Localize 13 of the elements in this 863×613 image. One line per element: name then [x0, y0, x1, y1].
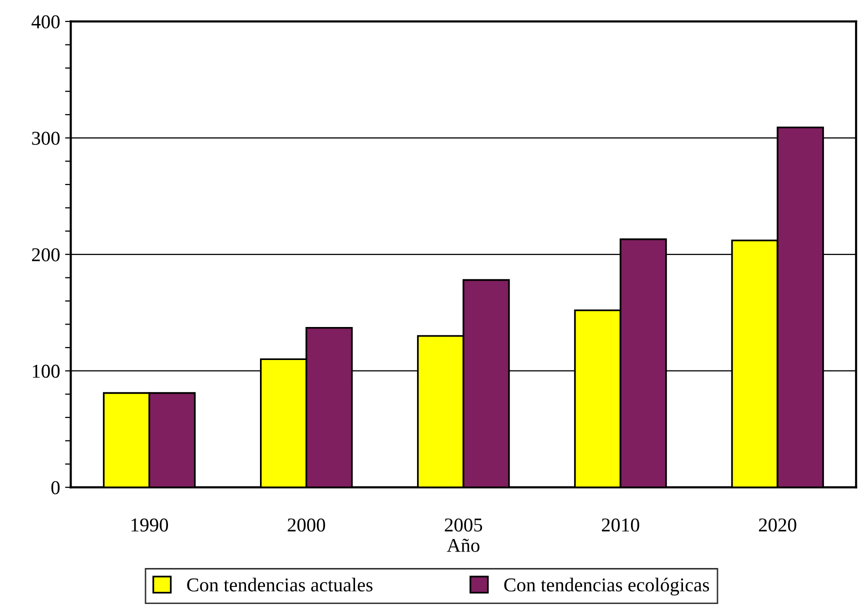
x-tick-label: 2010 — [602, 518, 640, 532]
y-tick-label: 400 — [32, 15, 60, 28]
legend-label: Con tendencias actuales — [187, 578, 372, 592]
y-tick-label: 0 — [51, 481, 60, 494]
x-tick-label: 2005 — [444, 518, 482, 532]
y-tick-label: 300 — [32, 132, 60, 145]
x-tick-label: 2020 — [758, 518, 796, 532]
x-axis-title: Año — [446, 538, 480, 552]
x-tick-label: 2000 — [288, 518, 326, 532]
y-tick-label: 200 — [32, 248, 60, 262]
x-tick-label: 1990 — [132, 518, 168, 532]
legend-label: Con tendencias ecológicas — [504, 578, 709, 596]
y-tick-label: 100 — [32, 364, 60, 378]
